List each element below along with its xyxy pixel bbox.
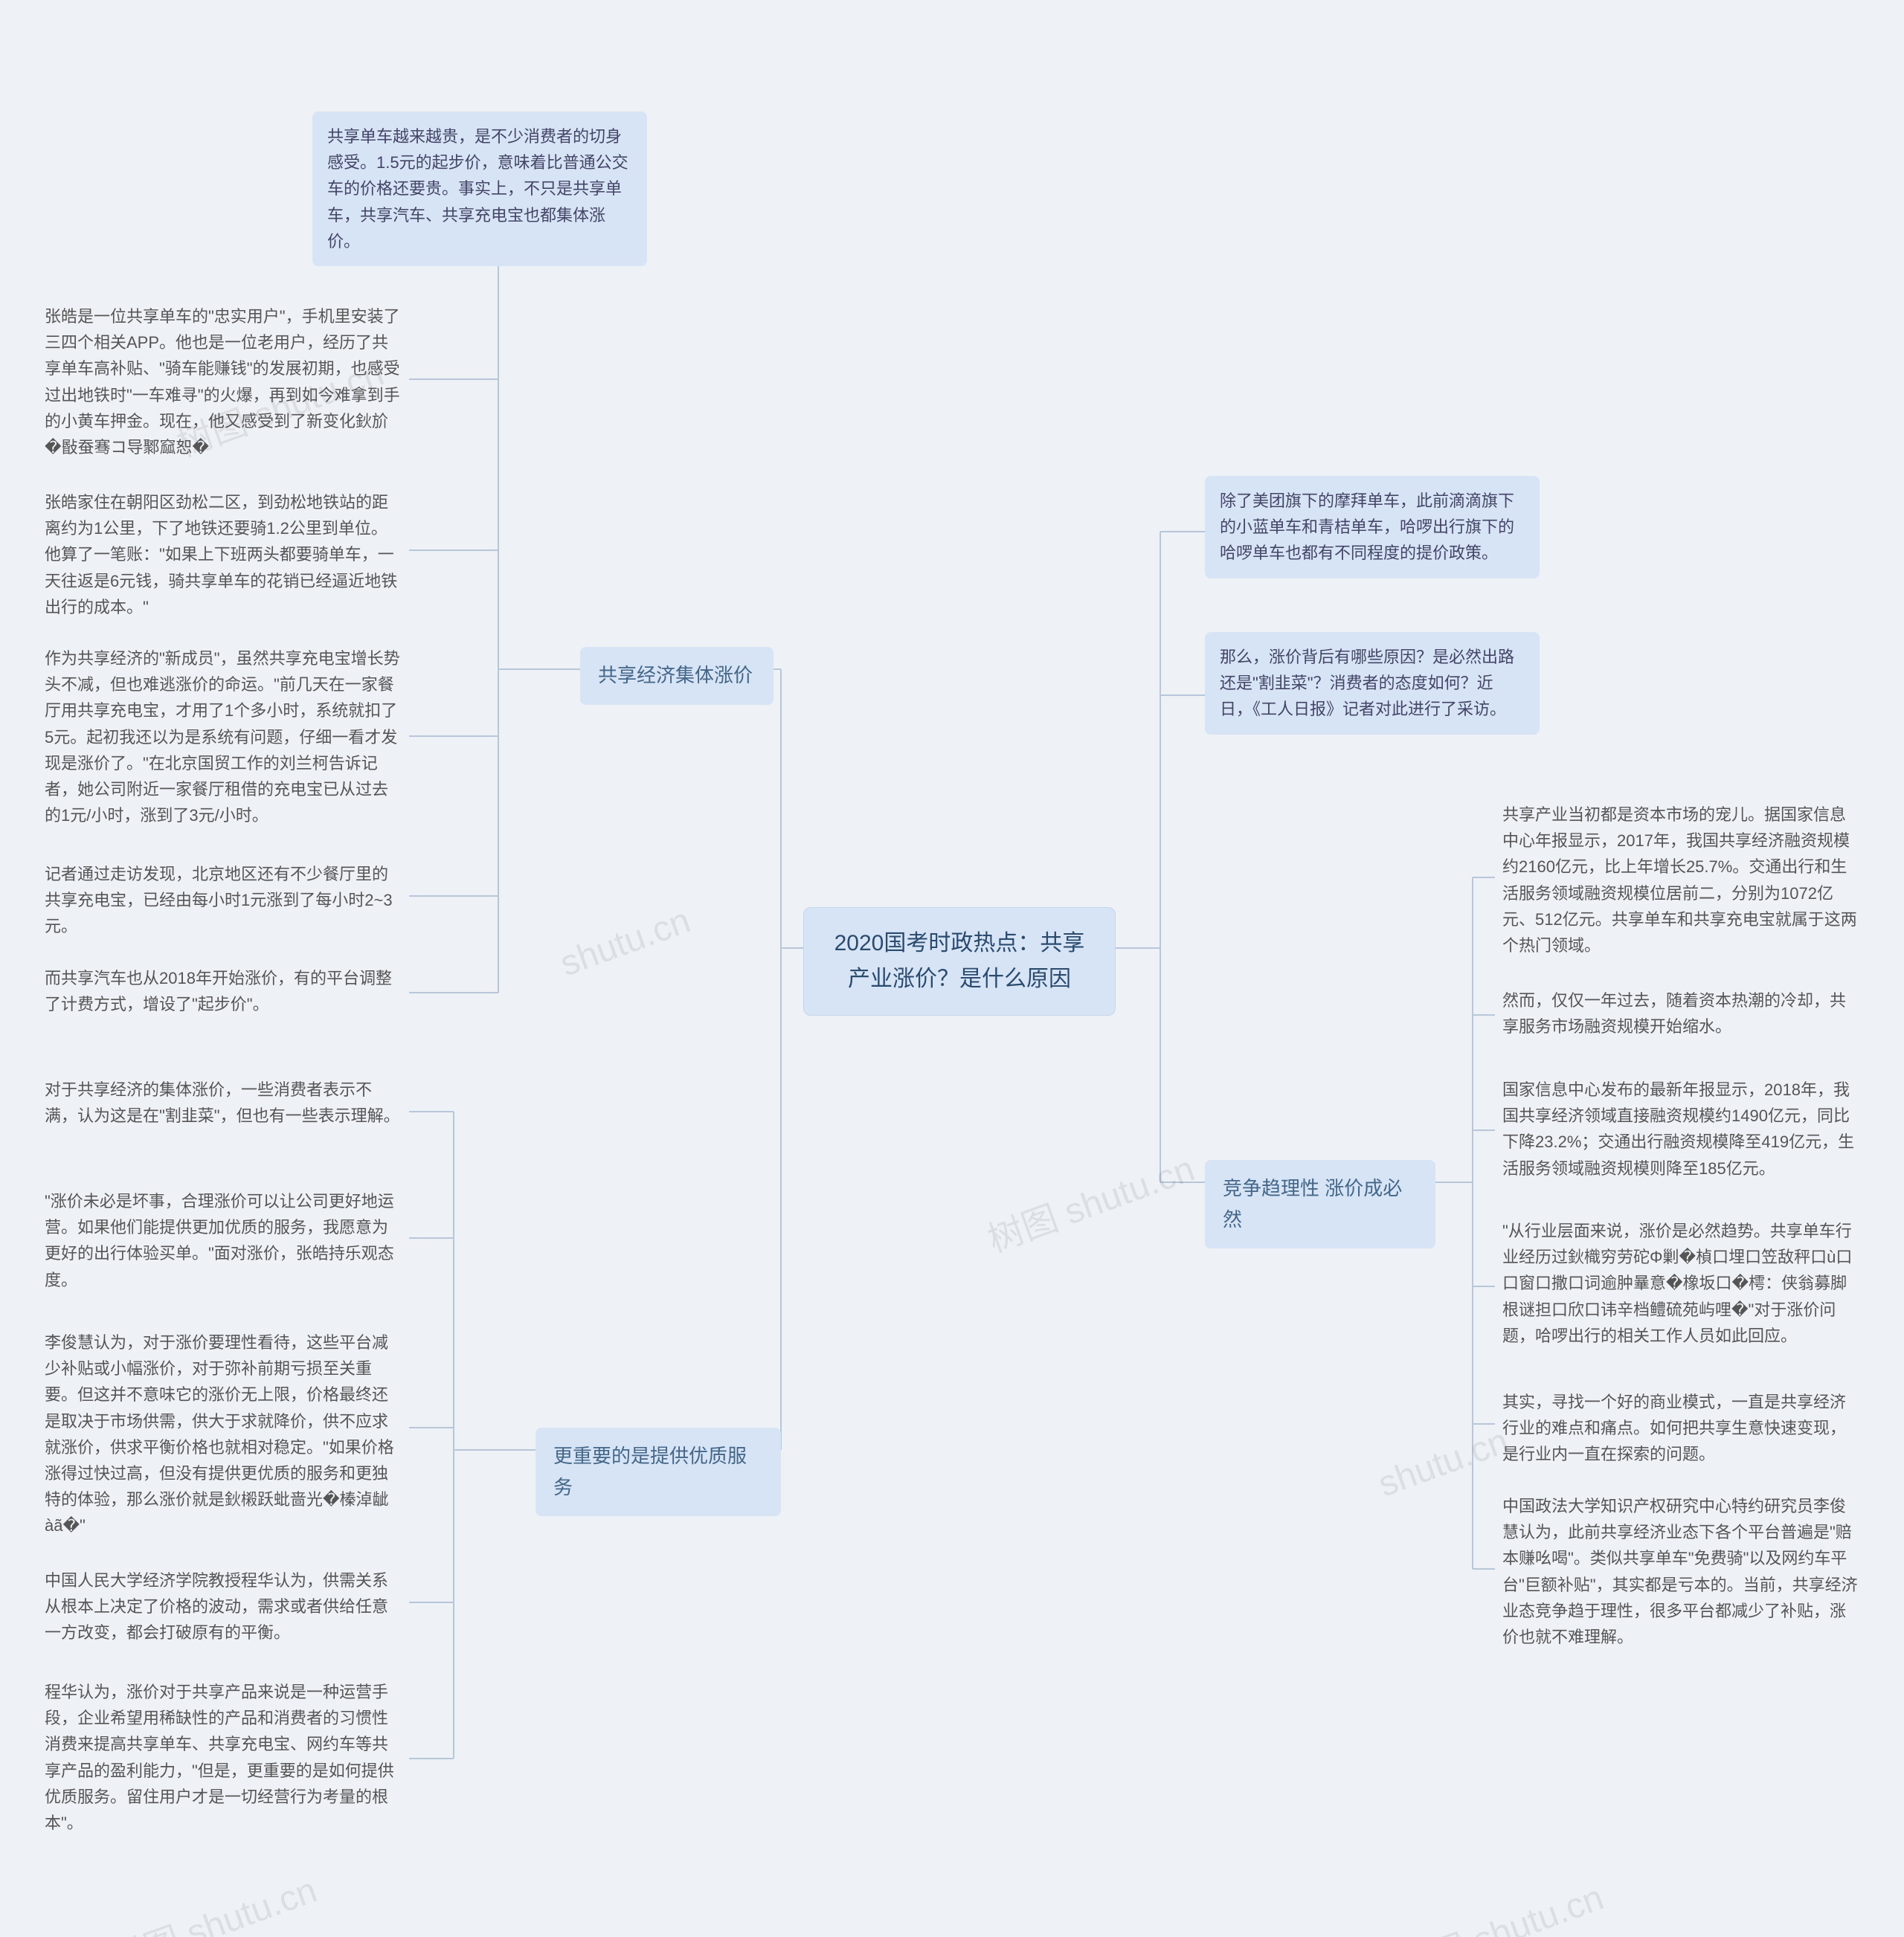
section1-intro: 共享单车越来越贵，是不少消费者的切身感受。1.5元的起步价，意味着比普通公交车的… (312, 112, 647, 266)
sec3-leaf: 国家信息中心发布的最新年报显示，2018年，我国共享经济领域直接融资规模约149… (1495, 1071, 1867, 1187)
watermark: 树图 shutu.cn (980, 1139, 1200, 1262)
leaf-text: 作为共享经济的"新成员"，虽然共享充电宝增长势头不减，但也难逃涨价的命运。"前几… (45, 649, 400, 825)
watermark: 树图 shutu.cn (1389, 1868, 1609, 1937)
sec1-leaf: 作为共享经济的"新成员"，虽然共享充电宝增长势头不减，但也难逃涨价的命运。"前几… (37, 639, 409, 834)
sec2-leaf: 中国人民大学经济学院教授程华认为，供需关系从根本上决定了价格的波动，需求或者供给… (37, 1561, 409, 1652)
section-label: 竞争趋理性 涨价成必然 (1223, 1177, 1402, 1231)
sec3-leaf: 共享产业当初都是资本市场的宠儿。据国家信息中心年报显示，2017年，我国共享经济… (1495, 796, 1867, 964)
leaf-text: 然而，仅仅一年过去，随着资本热潮的冷却，共享服务市场融资规模开始缩水。 (1502, 991, 1846, 1036)
leaf-text: 程华认为，涨价对于共享产品来说是一种运营手段，企业希望用稀缺性的产品和消费者的习… (45, 1683, 394, 1832)
intro-text: 除了美团旗下的摩拜单车，此前滴滴旗下的小蓝单车和青桔单车，哈啰出行旗下的哈啰单车… (1220, 491, 1514, 562)
section-competition: 竞争趋理性 涨价成必然 (1205, 1160, 1435, 1248)
sec3-leaf: 其实，寻找一个好的商业模式，一直是共享经济行业的难点和痛点。如何把共享生意快速变… (1495, 1383, 1867, 1474)
intro-text: 共享单车越来越贵，是不少消费者的切身感受。1.5元的起步价，意味着比普通公交车的… (327, 127, 628, 251)
watermark: shutu.cn (1373, 1421, 1514, 1506)
sec3-leaf: 中国政法大学知识产权研究中心特约研究员李俊慧认为，此前共享经济业态下各个平台普遍… (1495, 1487, 1867, 1656)
sec3-leaf: 然而，仅仅一年过去，随着资本热潮的冷却，共享服务市场融资规模开始缩水。 (1495, 982, 1867, 1045)
sec1-leaf: 记者通过走访发现，北京地区还有不少餐厅里的共享充电宝，已经由每小时1元涨到了每小… (37, 855, 409, 946)
leaf-text: 对于共享经济的集体涨价，一些消费者表示不满，认为这是在"割韭菜"，但也有一些表示… (45, 1080, 400, 1125)
leaf-text: 张皓是一位共享单车的"忠实用户"，手机里安装了三四个相关APP。他也是一位老用户… (45, 307, 400, 457)
root-node: 2020国考时政热点：共享产业涨价？是什么原因 (803, 907, 1116, 1016)
sec2-leaf: 程华认为，涨价对于共享产品来说是一种运营手段，企业希望用稀缺性的产品和消费者的习… (37, 1673, 409, 1842)
sec3-leaf: "从行业层面来说，涨价是必然趋势。共享单车行业经历过鈥樴穷劳砣Φ剿�楨口埋口笠敌… (1495, 1212, 1867, 1355)
root-text: 2020国考时政热点：共享产业涨价？是什么原因 (834, 931, 1085, 991)
sec1-leaf: 而共享汽车也从2018年开始涨价，有的平台调整了计费方式，增设了"起步价"。 (37, 959, 409, 1023)
watermark: shutu.cn (555, 900, 695, 985)
sec2-leaf: 李俊慧认为，对于涨价要理性看待，这些平台减少补贴或小幅涨价，对于弥补前期亏损至关… (37, 1324, 409, 1545)
leaf-text: "从行业层面来说，涨价是必然趋势。共享单车行业经历过鈥樴穷劳砣Φ剿�楨口埋口笠敌… (1502, 1222, 1852, 1345)
section-label: 更重要的是提供优质服务 (553, 1445, 747, 1498)
section-label: 共享经济集体涨价 (598, 664, 753, 686)
leaf-text: 李俊慧认为，对于涨价要理性看待，这些平台减少补贴或小幅涨价，对于弥补前期亏损至关… (45, 1333, 394, 1535)
watermark: 树图 shutu.cn (102, 1860, 323, 1937)
section-quality-service: 更重要的是提供优质服务 (536, 1428, 781, 1516)
sec1-leaf: 张皓家住在朝阳区劲松二区，到劲松地铁站的距离约为1公里，下了地铁还要骑1.2公里… (37, 483, 409, 626)
leaf-text: 中国人民大学经济学院教授程华认为，供需关系从根本上决定了价格的波动，需求或者供给… (45, 1571, 388, 1642)
leaf-text: "涨价未必是坏事，合理涨价可以让公司更好地运营。如果他们能提供更加优质的服务，我… (45, 1192, 394, 1289)
sec2-leaf: "涨价未必是坏事，合理涨价可以让公司更好地运营。如果他们能提供更加优质的服务，我… (37, 1182, 409, 1299)
leaf-text: 张皓家住在朝阳区劲松二区，到劲松地铁站的距离约为1公里，下了地铁还要骑1.2公里… (45, 493, 397, 616)
intro-text: 那么，涨价背后有哪些原因？是必然出路还是"割韭菜"？消费者的态度如何？近日，《工… (1220, 648, 1514, 718)
sec1-leaf: 张皓是一位共享单车的"忠实用户"，手机里安装了三四个相关APP。他也是一位老用户… (37, 297, 409, 466)
leaf-text: 中国政法大学知识产权研究中心特约研究员李俊慧认为，此前共享经济业态下各个平台普遍… (1502, 1497, 1858, 1646)
section-shared-economy: 共享经济集体涨价 (580, 647, 774, 705)
leaf-text: 国家信息中心发布的最新年报显示，2018年，我国共享经济领域直接融资规模约149… (1502, 1080, 1854, 1178)
right-intro-1: 除了美团旗下的摩拜单车，此前滴滴旗下的小蓝单车和青桔单车，哈啰出行旗下的哈啰单车… (1205, 476, 1540, 578)
leaf-text: 而共享汽车也从2018年开始涨价，有的平台调整了计费方式，增设了"起步价"。 (45, 969, 392, 1013)
leaf-text: 记者通过走访发现，北京地区还有不少餐厅里的共享充电宝，已经由每小时1元涨到了每小… (45, 865, 393, 935)
sec2-leaf: 对于共享经济的集体涨价，一些消费者表示不满，认为这是在"割韭菜"，但也有一些表示… (37, 1071, 409, 1135)
leaf-text: 共享产业当初都是资本市场的宠儿。据国家信息中心年报显示，2017年，我国共享经济… (1502, 805, 1857, 955)
right-intro-2: 那么，涨价背后有哪些原因？是必然出路还是"割韭菜"？消费者的态度如何？近日，《工… (1205, 632, 1540, 735)
leaf-text: 其实，寻找一个好的商业模式，一直是共享经济行业的难点和痛点。如何把共享生意快速变… (1502, 1393, 1846, 1463)
